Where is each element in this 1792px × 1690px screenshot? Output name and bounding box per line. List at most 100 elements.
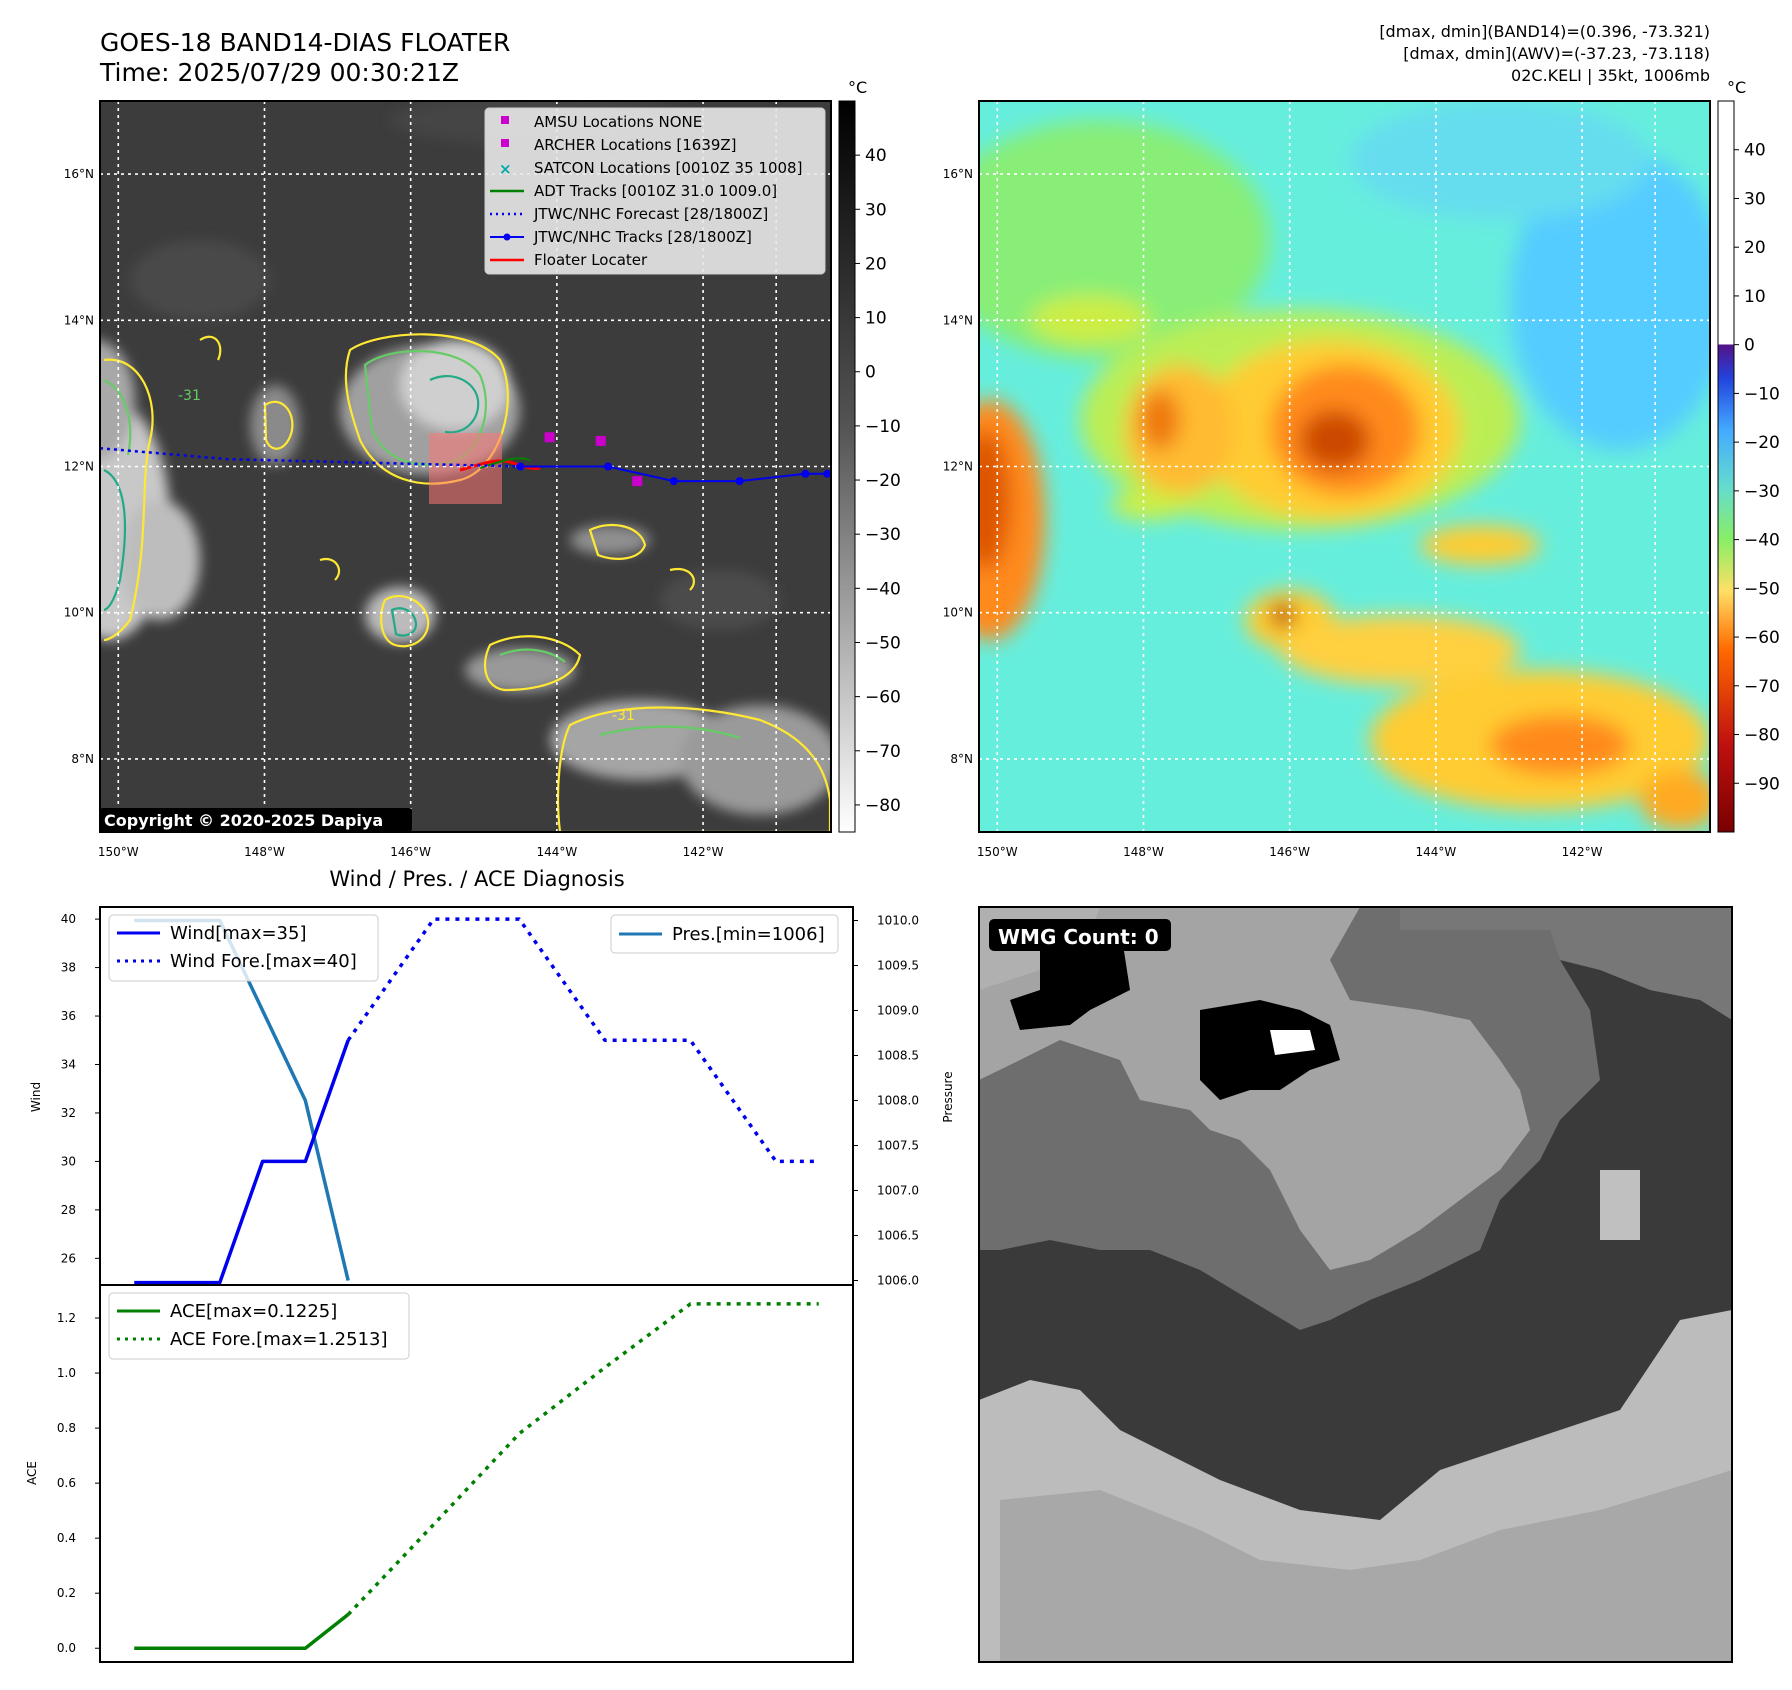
ir-contours — [103, 333, 831, 832]
figure-title: GOES-18 BAND14-DIAS FLOATER — [100, 28, 510, 57]
lat-label: 14°N — [943, 313, 973, 327]
ace-legend: ACE[max=0.1225] ACE Fore.[max=1.2513] — [108, 1292, 410, 1360]
colorbar-tick-label: −90 — [1744, 774, 1780, 794]
ace-series-lines — [134, 1302, 819, 1650]
lat-label: 12°N — [943, 460, 973, 474]
colorbar-tick-label: −20 — [1744, 433, 1780, 453]
archer-point — [544, 432, 555, 443]
wmg-count: WMG Count: 0 — [998, 925, 1159, 949]
lon-label: 144°W — [536, 845, 577, 859]
lat-label: 14°N — [64, 313, 94, 327]
ace-tick-label: 0.2 — [57, 1586, 76, 1600]
wind-pressure-chart: Wind / Pres. / ACE Diagnosis 26 28 30 32 34 3… — [29, 867, 955, 1288]
colorbar-tick-label: 40 — [865, 146, 887, 166]
ir-legend: AMSU Locations NONE ARCHER Locations [16… — [484, 107, 826, 275]
awv-range: [dmax, dmin](AWV)=(-37.23, -73.118) — [1403, 44, 1710, 63]
lon-label: 148°W — [244, 845, 285, 859]
colorbar-tick-label: 30 — [1744, 189, 1766, 209]
legend-wind: Wind[max=35] — [170, 923, 307, 944]
ace-tick-label: 0.6 — [57, 1476, 76, 1490]
legend-floater: Floater Locater — [534, 251, 648, 269]
colorbar-tick-label: −80 — [865, 796, 901, 816]
colorbar-tick-label: 0 — [865, 363, 876, 383]
lon-label: 150°W — [977, 845, 1018, 859]
colorbar-tick-label: −30 — [865, 525, 901, 545]
colorbar-tick-label: 20 — [865, 254, 887, 274]
jtwc-track-points — [516, 462, 831, 486]
ace-ylabel: ACE — [25, 1461, 39, 1485]
colorbar-tick-label: 10 — [1744, 287, 1766, 307]
wind-forecast-line — [346, 917, 819, 1164]
wmg-label-box — [989, 919, 1171, 951]
ir-frame — [99, 100, 832, 833]
wind-tick-label: 34 — [61, 1058, 76, 1072]
wind-y-ticks: 26 28 30 32 34 36 38 40 — [61, 912, 100, 1265]
floater-locater-track — [459, 459, 541, 472]
legend-archer: ARCHER Locations [1639Z] — [534, 136, 737, 154]
ir-colorbar — [838, 100, 856, 833]
ir-colorbar-unit: °C — [848, 78, 867, 97]
legend-satcon: SATCON Locations [0010Z 35 1008] — [534, 159, 802, 177]
lat-label: 10°N — [943, 606, 973, 620]
awv-gridlines — [979, 101, 1710, 832]
colorbar-tick-label: 30 — [865, 200, 887, 220]
pressure-y-ticks: 1006.0 1006.5 1007.0 1007.5 1008.0 1008.5 1009… — [853, 914, 919, 1288]
colorbar-tick-label: −60 — [1744, 628, 1780, 648]
legend-jtwc-forecast: JTWC/NHC Forecast [28/1800Z] — [533, 205, 768, 223]
awv-frame — [978, 100, 1711, 833]
wind-tick-label: 38 — [61, 961, 76, 975]
lon-label: 142°W — [1562, 845, 1603, 859]
figure-time: Time: 2025/07/29 00:30:21Z — [99, 58, 459, 87]
ace-tick-label: 1.2 — [57, 1311, 76, 1325]
awv-colorbar-unit: °C — [1727, 78, 1746, 97]
lat-label: 8°N — [71, 752, 94, 766]
pressure-tick-label: 1010.0 — [877, 914, 919, 928]
legend-ace: ACE[max=0.1225] — [170, 1301, 337, 1322]
lon-label: 142°W — [683, 845, 724, 859]
ace-y-ticks: 0.0 0.2 0.4 0.6 0.8 1.0 1.2 — [57, 1311, 100, 1655]
wind-tick-label: 36 — [61, 1009, 76, 1023]
square-marker-icon — [501, 116, 509, 124]
ir-panel: -31 -31 Copyright © 2020-2025 Dapiya 16°… — [64, 78, 901, 859]
wmg-panel: WMG Count: 0 — [978, 906, 1733, 1663]
pressure-tick-label: 1006.0 — [877, 1274, 919, 1288]
pressure-tick-label: 1008.0 — [877, 1094, 919, 1108]
wind-tick-label: 28 — [61, 1203, 76, 1217]
lat-label: 10°N — [64, 606, 94, 620]
awv-field — [979, 101, 1710, 830]
track-point — [801, 469, 810, 478]
legend-pressure: Pres.[min=1006] — [672, 924, 825, 945]
track-point — [735, 477, 744, 486]
wind-tick-label: 30 — [61, 1154, 76, 1168]
colorbar-tick-label: −30 — [1744, 482, 1780, 502]
legend-amsu: AMSU Locations NONE — [534, 113, 702, 131]
pressure-tick-label: 1009.0 — [877, 1004, 919, 1018]
ace-tick-label: 0.4 — [57, 1531, 76, 1545]
wind-tick-label: 32 — [61, 1106, 76, 1120]
legend-wind-forecast: Wind Fore.[max=40] — [170, 951, 357, 972]
ace-tick-label: 0.0 — [57, 1641, 76, 1655]
ir-colorbar-ticks: 40 30 20 10 0 −10 −20 −30 −40 −50 −60 −70 −80 — [855, 146, 901, 816]
contour-label: -31 — [178, 388, 201, 404]
awv-panel: 16°N 14°N 12°N 10°N 8°N 150°W 148°W 146°W 144°W… — [943, 78, 1780, 859]
wmg-frame — [978, 906, 1733, 1663]
colorbar-tick-label: 0 — [1744, 336, 1755, 356]
colorbar-tick-label: −50 — [865, 633, 901, 653]
ir-lon-labels: 150°W 148°W 146°W 144°W 142°W — [98, 845, 724, 859]
lat-label: 16°N — [943, 167, 973, 181]
lon-label: 150°W — [98, 845, 139, 859]
colorbar-tick-label: 10 — [865, 309, 887, 329]
ace-line — [134, 1613, 350, 1650]
colorbar-tick-label: −80 — [1744, 726, 1780, 746]
archer-point — [595, 435, 606, 446]
track-point — [669, 477, 678, 486]
wind-legend: Wind[max=35] Wind Fore.[max=40] — [108, 914, 379, 982]
colorbar-tick-label: −20 — [865, 471, 901, 491]
legend-jtwc-tracks: JTWC/NHC Tracks [28/1800Z] — [533, 228, 752, 246]
track-point — [604, 462, 613, 471]
ace-forecast-line — [346, 1302, 819, 1616]
track-point — [823, 469, 831, 478]
archer-points — [544, 432, 643, 487]
legend-ace-forecast: ACE Fore.[max=1.2513] — [170, 1329, 388, 1350]
